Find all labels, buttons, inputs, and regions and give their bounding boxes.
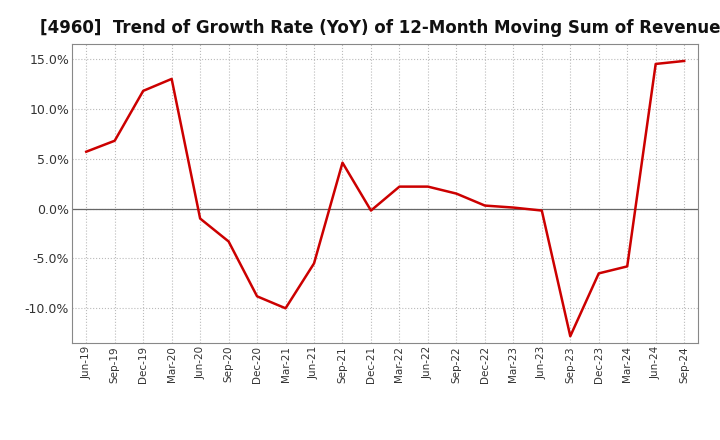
Title: [4960]  Trend of Growth Rate (YoY) of 12-Month Moving Sum of Revenues: [4960] Trend of Growth Rate (YoY) of 12-… [40,19,720,37]
